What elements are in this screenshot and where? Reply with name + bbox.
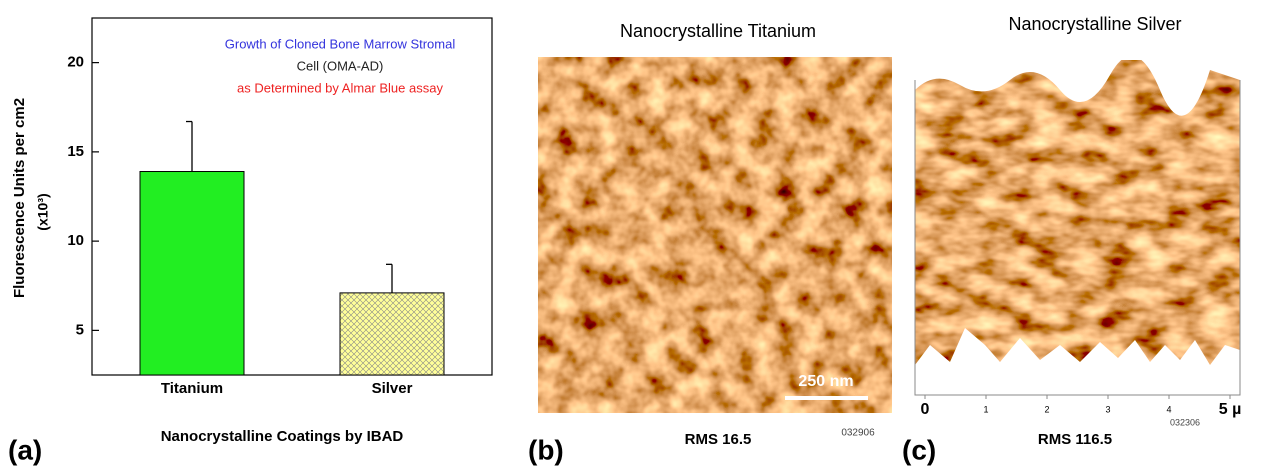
- annotation: as Determined by Almar Blue assay: [237, 80, 443, 95]
- x-tick-label: Silver: [372, 380, 413, 397]
- y-axis-label: Fluorescence Units per cm2: [11, 98, 28, 298]
- y-axis-unit: (x10³): [35, 193, 51, 230]
- x-tick-label: 4: [1166, 404, 1171, 414]
- x-tick-label: 1: [983, 404, 988, 414]
- bar-chart: Fluorescence Units per cm2 (x10³) Nanocr…: [8, 18, 492, 465]
- image-code: 032906: [841, 428, 875, 439]
- bar: [140, 172, 244, 375]
- y-tick-label: 10: [67, 232, 84, 249]
- annotation: Cell (OMA-AD): [297, 58, 384, 73]
- caption: RMS 116.5: [1038, 431, 1112, 448]
- x-tick-label: Titanium: [161, 380, 223, 397]
- afm-silver: Nanocrystalline Silver 032306 RMS 116.5 …: [902, 14, 1241, 466]
- y-tick-label: 5: [76, 321, 84, 338]
- afm-surface: [915, 60, 1240, 370]
- afm-image: [538, 57, 892, 413]
- x-axis-label: Nanocrystalline Coatings by IBAD: [161, 428, 404, 445]
- afm-titanium: Nanocrystalline Titanium 250 nm RMS 16.5…: [528, 21, 892, 466]
- image-code: 032306: [1170, 417, 1200, 427]
- annotation: Growth of Cloned Bone Marrow Stromal: [225, 36, 456, 51]
- panel-label: (a): [8, 434, 42, 465]
- panel-title: Nanocrystalline Titanium: [620, 21, 816, 41]
- bar: [340, 293, 444, 375]
- caption: RMS 16.5: [685, 431, 752, 448]
- x-tick-label: 0: [921, 401, 930, 418]
- scale-bar-label: 250 nm: [798, 373, 853, 390]
- panel-title: Nanocrystalline Silver: [1008, 14, 1181, 34]
- figure: Fluorescence Units per cm2 (x10³) Nanocr…: [0, 0, 1262, 468]
- y-tick-label: 15: [67, 143, 84, 160]
- panel-label: (c): [902, 434, 936, 465]
- panel-label: (b): [528, 434, 564, 465]
- y-tick-label: 20: [67, 54, 84, 71]
- x-tick-label: 5 µ: [1219, 401, 1242, 418]
- x-tick-label: 3: [1105, 404, 1110, 414]
- x-tick-label: 2: [1044, 404, 1049, 414]
